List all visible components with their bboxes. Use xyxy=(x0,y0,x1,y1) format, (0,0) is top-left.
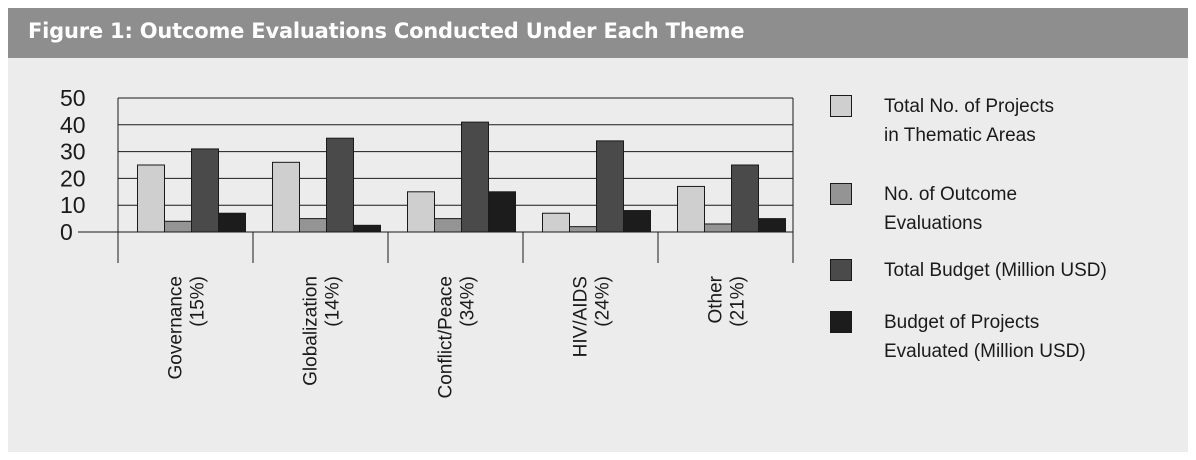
category-percent: (21%) xyxy=(728,276,749,327)
legend-entry: No. of Outcome Evaluations xyxy=(884,180,1174,238)
category-percent: (14%) xyxy=(323,276,344,327)
bar-governance-series-4 xyxy=(218,212,246,233)
legend-label: in Thematic Areas xyxy=(884,125,1036,146)
bar-other-series-4 xyxy=(758,218,786,233)
category-percent: (15%) xyxy=(188,276,209,327)
figure-header: Figure 1: Outcome Evaluations Conducted … xyxy=(8,8,1188,58)
y-tick-label: 50 xyxy=(60,85,86,111)
bar-hiv-aids-series-4 xyxy=(623,210,651,233)
category-percent: (24%) xyxy=(593,276,614,327)
y-tick-label: 40 xyxy=(60,112,86,138)
y-tick-label: 20 xyxy=(60,165,86,191)
legend-swatch xyxy=(830,95,852,117)
legend-label: Evaluations xyxy=(884,213,983,234)
bar-conflict-peace-series-4 xyxy=(488,191,516,233)
legend-label: Total No. of Projects xyxy=(884,96,1055,117)
bar-other-series-1 xyxy=(677,185,705,233)
bar-globalization-series-3 xyxy=(326,137,354,233)
legend-entry: Total No. of Projects in Thematic Areas xyxy=(884,92,1174,150)
legend-swatch xyxy=(830,259,852,281)
legend-swatch xyxy=(830,311,852,333)
bar-globalization-series-2 xyxy=(299,218,327,233)
category-label: Globalization xyxy=(301,276,322,386)
bar-hiv-aids-series-2 xyxy=(569,226,597,233)
bar-governance-series-3 xyxy=(191,148,219,233)
category-label: Governance xyxy=(166,276,187,380)
figure-title: Figure 1: Outcome Evaluations Conducted … xyxy=(28,19,745,43)
legend-entry: Budget of Projects Evaluated (Million USD… xyxy=(884,308,1174,366)
bar-other-series-2 xyxy=(704,223,732,233)
legend-label: Total Budget (Million USD) xyxy=(884,260,1107,281)
bar-globalization-series-1 xyxy=(272,161,300,233)
category-label: Conflict/Peace xyxy=(436,276,457,399)
bar-hiv-aids-series-1 xyxy=(542,212,570,233)
y-tick-label: 10 xyxy=(60,192,86,218)
legend-label: Evaluated (Million USD) xyxy=(884,341,1086,362)
legend-label: No. of Outcome xyxy=(884,184,1018,205)
bar-governance-series-2 xyxy=(164,220,192,233)
bar-other-series-3 xyxy=(731,164,759,233)
bar-governance-series-1 xyxy=(137,164,165,233)
figure-panel: Figure 1: Outcome Evaluations Conducted … xyxy=(8,8,1188,452)
bar-conflict-peace-series-1 xyxy=(407,191,435,233)
legend-swatch xyxy=(830,183,852,205)
category-label: Other xyxy=(706,275,727,323)
category-percent: (34%) xyxy=(458,276,479,327)
bar-conflict-peace-series-3 xyxy=(461,121,489,233)
category-label: HIV/AIDS xyxy=(571,276,592,357)
y-tick-label: 30 xyxy=(60,139,86,165)
bar-hiv-aids-series-3 xyxy=(596,140,624,233)
bar-conflict-peace-series-2 xyxy=(434,218,462,233)
bar-globalization-series-4 xyxy=(353,224,381,233)
legend-label: Budget of Projects xyxy=(884,312,1040,333)
y-tick-label: 0 xyxy=(60,219,73,245)
legend-entry: Total Budget (Million USD) xyxy=(884,256,1174,285)
